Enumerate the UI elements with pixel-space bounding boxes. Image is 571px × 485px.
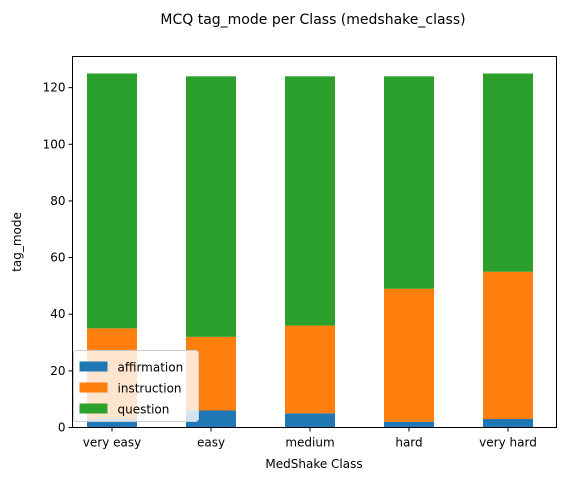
legend: affirmation instruction question — [73, 350, 199, 422]
x-tick-label: very easy — [83, 436, 141, 450]
bar-question-very-hard — [483, 73, 533, 272]
bar-question-medium — [285, 76, 335, 326]
y-tick-label: 40 — [50, 307, 65, 321]
bar-affirmation-very-easy — [87, 419, 137, 428]
bar-affirmation-very-hard — [483, 419, 533, 428]
bar-instruction-hard — [384, 288, 434, 422]
legend-label-question: question — [118, 403, 170, 417]
y-axis-label: tag_mode — [10, 212, 24, 272]
bar-instruction-very-hard — [483, 271, 533, 420]
legend-label-instruction: instruction — [118, 382, 182, 396]
x-axis-label: MedShake Class — [265, 457, 362, 471]
legend-swatch-affirmation — [79, 361, 108, 372]
y-tick-label: 100 — [43, 137, 66, 151]
x-tick-label: easy — [197, 436, 225, 450]
bar-question-very-easy — [87, 73, 137, 329]
chart-title: MCQ tag_mode per Class (medshake_class) — [160, 12, 465, 28]
bars-layer — [87, 73, 533, 428]
x-axis-ticks: very easy easy medium hard very hard — [83, 427, 537, 450]
y-tick-label: 0 — [58, 421, 66, 435]
y-axis-ticks: 0 20 40 60 80 100 120 — [43, 81, 73, 435]
legend-swatch-question — [79, 403, 108, 414]
legend-swatch-instruction — [79, 382, 108, 393]
x-tick-label: hard — [395, 436, 422, 450]
axes-frame — [72, 56, 557, 428]
x-tick-label: medium — [285, 436, 334, 450]
bar-affirmation-medium — [285, 413, 335, 428]
y-tick-label: 60 — [50, 251, 65, 265]
bar-question-easy — [186, 76, 236, 337]
legend-label-affirmation: affirmation — [118, 361, 184, 375]
y-tick-label: 20 — [50, 364, 65, 378]
y-tick-label: 120 — [43, 81, 66, 95]
bar-question-hard — [384, 76, 434, 289]
bar-affirmation-hard — [384, 421, 434, 428]
bar-instruction-medium — [285, 325, 335, 414]
y-tick-label: 80 — [50, 194, 65, 208]
x-tick-label: very hard — [479, 436, 537, 450]
